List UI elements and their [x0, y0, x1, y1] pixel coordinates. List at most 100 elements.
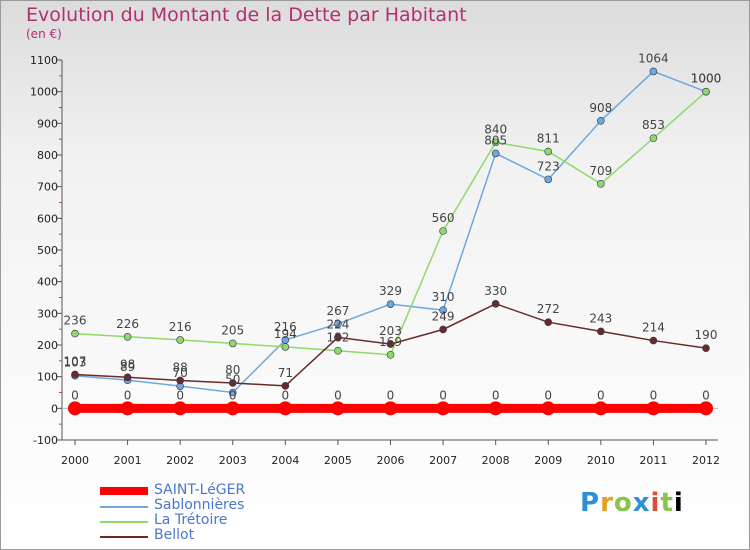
data-point — [386, 340, 395, 348]
data-label: 249 — [432, 309, 455, 323]
data-label: 194 — [274, 327, 297, 341]
data-label: 840 — [484, 122, 507, 136]
x-tick-label: 2012 — [692, 454, 720, 467]
data-point — [330, 401, 345, 416]
x-tick-label: 2005 — [324, 454, 352, 467]
data-point — [71, 370, 79, 379]
data-point — [491, 138, 500, 147]
data-label: 71 — [278, 366, 293, 380]
data-label: 0 — [650, 388, 658, 402]
data-label: 310 — [432, 290, 455, 304]
data-point — [439, 325, 447, 334]
data-label: 0 — [124, 388, 132, 402]
x-tick-label: 2004 — [271, 454, 299, 467]
data-label: 0 — [334, 388, 342, 402]
data-point — [544, 175, 553, 184]
data-label: 560 — [432, 211, 455, 225]
data-label: 103 — [64, 356, 87, 370]
data-point — [383, 401, 398, 416]
data-point — [123, 373, 132, 382]
data-label: 0 — [229, 388, 237, 402]
data-label: 0 — [702, 388, 710, 402]
data-point — [386, 351, 395, 359]
data-label: 811 — [537, 132, 560, 146]
legend-label: Bellot — [154, 527, 195, 543]
data-point — [120, 401, 135, 416]
chart-unit: (en €) — [26, 27, 62, 41]
y-tick-label: 200 — [37, 339, 58, 352]
data-point — [71, 329, 79, 338]
data-label: 723 — [537, 159, 560, 173]
data-point — [439, 306, 447, 314]
data-label: 853 — [642, 118, 665, 132]
legend-swatch — [100, 487, 148, 495]
data-label: 89 — [120, 360, 135, 374]
data-label: 0 — [282, 388, 290, 402]
data-label: 1000 — [691, 72, 722, 86]
data-point — [541, 401, 556, 416]
data-label: 0 — [439, 388, 447, 402]
brand-letter: i — [650, 488, 661, 518]
x-tick-label: 2010 — [587, 454, 615, 467]
y-tick-label: 300 — [37, 307, 58, 320]
x-tick-label: 2006 — [377, 454, 405, 467]
data-label: 107 — [64, 354, 87, 368]
data-point — [544, 147, 553, 156]
data-point — [597, 327, 605, 336]
data-point — [334, 333, 342, 342]
data-label: 50 — [225, 373, 240, 387]
data-point — [176, 336, 184, 344]
y-tick-label: -100 — [33, 434, 58, 447]
data-point — [334, 346, 342, 355]
x-tick-label: 2000 — [61, 454, 89, 467]
data-point — [228, 339, 237, 348]
y-tick-label: 500 — [37, 244, 58, 257]
data-point — [228, 388, 237, 397]
data-point — [228, 379, 237, 387]
data-point — [436, 401, 451, 416]
x-tick-label: 2008 — [482, 454, 510, 467]
brand-logo: Proxiti — [580, 488, 684, 518]
legend-item: Sablonnières — [100, 497, 400, 514]
data-point — [68, 401, 82, 416]
y-tick-label: 100 — [37, 371, 58, 384]
data-point — [597, 117, 605, 125]
x-tick-label: 2001 — [114, 454, 142, 467]
data-point — [597, 180, 605, 188]
legend-label: Sablonnières — [154, 497, 245, 513]
x-tick-label: 2002 — [166, 454, 194, 467]
data-label: 70 — [173, 366, 188, 380]
x-tick-label: 2009 — [534, 454, 562, 467]
y-tick-label: 700 — [37, 181, 58, 194]
brand-letter: x — [632, 488, 651, 518]
data-label: 190 — [695, 328, 718, 342]
data-label: 236 — [64, 314, 87, 328]
data-label: 182 — [326, 331, 349, 345]
data-label: 98 — [120, 357, 135, 371]
data-label: 80 — [225, 363, 240, 377]
data-point — [173, 401, 188, 416]
data-point — [649, 336, 658, 345]
data-point — [649, 134, 658, 143]
data-label: 329 — [379, 284, 402, 298]
data-label: 0 — [597, 388, 605, 402]
data-label: 88 — [173, 360, 188, 374]
y-tick-label: 1100 — [30, 54, 58, 67]
data-label: 216 — [169, 320, 192, 334]
data-label: 169 — [379, 335, 402, 349]
legend: SAINT-LéGER Sablonnières La Trétoire Bellot — [100, 482, 400, 544]
data-point — [439, 227, 447, 235]
data-label: 709 — [589, 164, 612, 178]
y-tick-label: 600 — [37, 212, 58, 225]
data-point — [491, 149, 500, 158]
data-label: 226 — [116, 317, 139, 331]
data-point — [544, 318, 553, 327]
data-point — [646, 401, 661, 416]
data-label: 0 — [544, 388, 552, 402]
data-label: 908 — [589, 101, 612, 115]
x-tick-label: 2003 — [219, 454, 247, 467]
legend-swatch — [100, 521, 148, 523]
data-point — [123, 332, 132, 341]
